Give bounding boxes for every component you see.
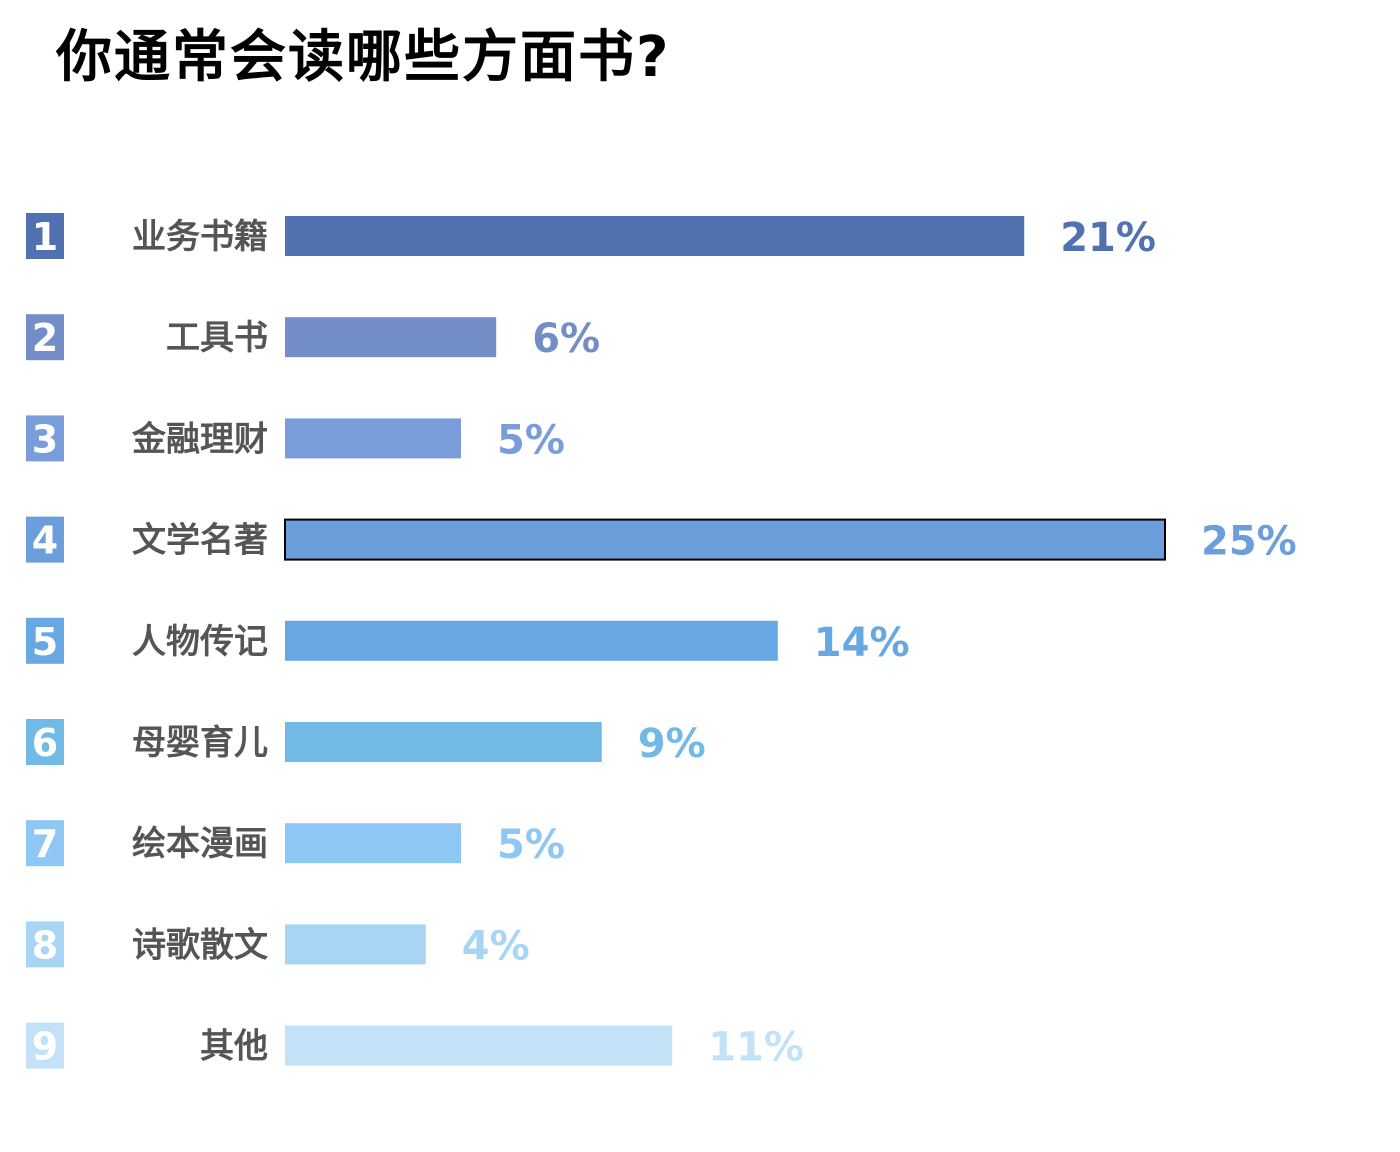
bar <box>285 1025 673 1066</box>
value-label: 25% <box>1201 519 1297 565</box>
bar <box>284 518 1166 561</box>
rank-number: 1 <box>32 215 58 259</box>
category-label: 业务书籍 <box>132 217 268 257</box>
rank-badge <box>26 617 64 664</box>
category-label: 金融理财 <box>131 419 268 459</box>
bar-row: 6 母婴育儿 9% <box>26 719 706 767</box>
category-label: 工具书 <box>166 318 268 358</box>
rank-number: 2 <box>32 316 58 360</box>
bar <box>285 317 497 358</box>
value-label: 21% <box>1060 215 1156 261</box>
bar <box>285 722 602 762</box>
rank-number: 9 <box>32 1025 58 1069</box>
value-label: 4% <box>462 923 530 969</box>
rank-number: 3 <box>32 417 58 461</box>
category-label: 母婴育儿 <box>132 723 268 763</box>
chart-title: 你通常会读哪些方面书? <box>56 25 671 90</box>
rank-number: 8 <box>32 923 58 967</box>
value-label: 9% <box>638 721 706 767</box>
bar <box>285 216 1025 256</box>
value-label: 5% <box>497 822 565 868</box>
bar <box>285 418 461 459</box>
rank-badge <box>26 516 64 563</box>
bar-row: 4 文学名著 25% <box>26 516 1297 565</box>
rank-number: 4 <box>32 519 58 563</box>
category-label: 人物传记 <box>132 622 268 662</box>
bar-row: 5 人物传记 14% <box>26 617 910 666</box>
value-label: 6% <box>532 316 600 362</box>
bar-row: 9 其他 11% <box>26 1022 804 1071</box>
category-label: 诗歌散文 <box>132 925 268 965</box>
rank-number: 6 <box>32 721 58 765</box>
category-label: 绘本漫画 <box>132 824 268 864</box>
bar-row: 8 诗歌散文 4% <box>26 921 530 969</box>
value-label: 11% <box>708 1025 804 1071</box>
bar-row: 3 金融理财 5% <box>26 415 565 463</box>
rank-badge <box>26 1022 64 1069</box>
rank-badge <box>26 314 64 361</box>
rank-badge <box>26 820 64 867</box>
bar <box>285 620 778 661</box>
rank-badge <box>26 719 64 765</box>
rank-number: 7 <box>32 822 58 866</box>
bar <box>285 924 426 965</box>
rank-badge <box>26 213 64 259</box>
category-label: 文学名著 <box>132 521 268 561</box>
category-label: 其他 <box>200 1027 268 1067</box>
value-label: 5% <box>497 417 565 463</box>
rank-badge <box>26 415 64 462</box>
bar-row: 1 业务书籍 21% <box>26 213 1156 261</box>
value-label: 14% <box>814 620 910 666</box>
bar <box>285 823 461 864</box>
bar-row: 7 绘本漫画 5% <box>26 820 565 868</box>
rank-badge <box>26 921 64 968</box>
rank-number: 5 <box>32 620 58 664</box>
bar-row: 2 工具书 6% <box>26 314 600 362</box>
